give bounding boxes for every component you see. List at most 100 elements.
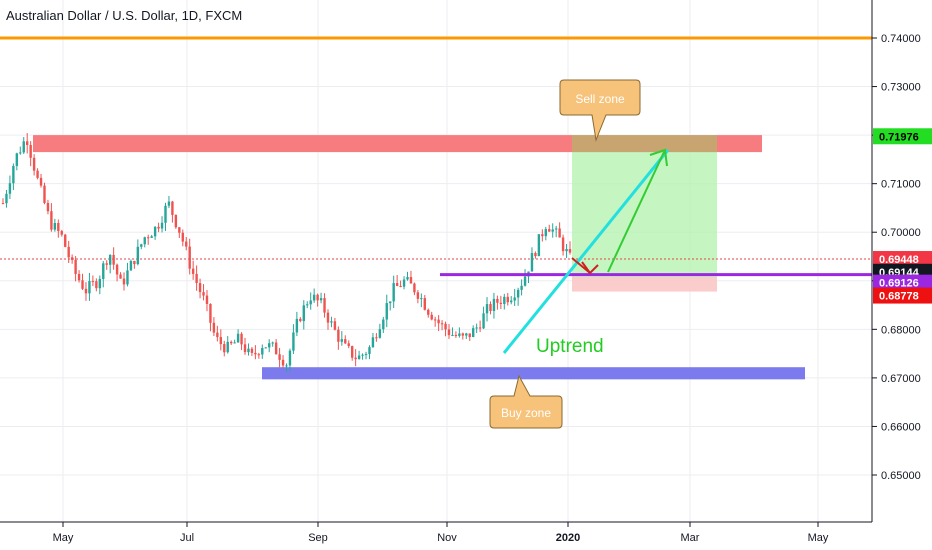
candle-body	[385, 303, 388, 320]
sell-zone-callout[interactable]: Sell zone	[559, 79, 641, 142]
candle-body	[471, 328, 475, 338]
candle-body	[19, 152, 22, 154]
candle-body	[482, 313, 485, 329]
candle-body	[257, 354, 261, 356]
candle-body	[74, 259, 77, 274]
candle-body	[136, 246, 140, 265]
candle-body	[57, 222, 60, 232]
candle-body	[181, 232, 184, 242]
candle-body	[523, 276, 527, 286]
price-label-box	[873, 274, 932, 291]
candle-body	[430, 314, 433, 320]
candle-body	[295, 318, 299, 333]
candle-body	[39, 177, 43, 186]
x-tick-label: May	[53, 532, 74, 544]
candle-body	[12, 165, 15, 184]
candle-body	[537, 234, 541, 257]
candle-body	[323, 298, 326, 313]
price-label-text: 0.71976	[879, 131, 919, 143]
candle-body	[534, 253, 537, 257]
candle-body	[32, 157, 36, 171]
projection-arrow-line	[607, 151, 665, 273]
candle-body	[409, 277, 413, 284]
candle-body	[309, 300, 312, 305]
candle-body	[60, 231, 63, 235]
candle-body	[174, 214, 178, 228]
candle-body	[565, 249, 568, 252]
candle-body	[212, 322, 216, 333]
candle-body	[444, 323, 447, 330]
candle-body	[261, 348, 264, 355]
candle-body	[312, 294, 316, 301]
candle-body	[489, 304, 492, 311]
trend-line	[502, 149, 670, 354]
candle-body	[209, 303, 212, 323]
candle-body	[178, 227, 181, 233]
time-axis[interactable]: May Jul Sep Nov 2020 Mar May	[53, 522, 829, 544]
y-tick-label: 0.65000	[881, 470, 921, 482]
candle-body	[150, 236, 153, 238]
zones-layer	[0, 36, 872, 380]
candle-body	[354, 357, 357, 360]
candle-body	[485, 304, 489, 314]
candle-body	[195, 273, 198, 284]
candle-body	[50, 211, 53, 230]
candle-body	[5, 193, 8, 204]
x-tick-label: Jul	[180, 532, 194, 544]
candle-body	[454, 334, 458, 336]
uptrend-label: Uptrend	[536, 336, 604, 357]
candle-body	[530, 253, 534, 272]
candle-body	[126, 270, 129, 285]
candle-body	[112, 254, 115, 265]
candle-body	[319, 298, 323, 301]
candle-body	[475, 327, 478, 329]
candle-body	[558, 228, 561, 238]
y-tick-label: 0.67000	[881, 373, 921, 385]
candle-body	[499, 302, 503, 304]
candle-body	[437, 319, 440, 324]
candle-body	[81, 280, 84, 289]
pullback-arrow-line	[571, 257, 591, 274]
candle-body	[302, 305, 305, 322]
buy-band	[262, 367, 805, 380]
candle-body	[1, 203, 5, 205]
y-tick-label: 0.74000	[881, 33, 921, 45]
candle-body	[492, 298, 496, 311]
candle-body	[95, 281, 98, 289]
candle-body	[46, 202, 50, 212]
candle-body	[84, 288, 88, 294]
candle-body	[285, 365, 288, 367]
candle-body	[427, 309, 430, 315]
candle-body	[254, 352, 257, 355]
candle-body	[191, 268, 195, 274]
candles-layer	[1, 133, 572, 372]
candle-body	[271, 342, 274, 344]
price-label-box	[873, 128, 932, 145]
buy-zone-callout[interactable]: Buy zone	[489, 374, 563, 429]
candle-body	[520, 285, 523, 290]
candle-body	[129, 261, 133, 271]
x-tick-label: May	[808, 532, 829, 544]
candle-body	[337, 329, 340, 342]
candle-body	[416, 292, 420, 299]
candle-body	[340, 339, 344, 342]
candle-body	[140, 244, 143, 247]
candle-body	[15, 153, 19, 166]
candle-body	[229, 341, 233, 344]
candle-body	[554, 228, 558, 230]
y-tick-label: 0.66000	[881, 421, 921, 433]
candle-body	[26, 141, 29, 145]
x-tick-label: 2020	[556, 532, 580, 544]
y-tick-label: 0.73000	[881, 82, 921, 94]
candle-body	[43, 185, 46, 203]
candle-body	[292, 332, 295, 351]
candle-body	[67, 246, 70, 258]
candle-body	[29, 144, 32, 158]
overlays-layer	[440, 148, 872, 354]
candle-body	[503, 296, 506, 304]
candle-body	[548, 229, 551, 232]
candle-body	[389, 301, 392, 304]
candle-body	[433, 319, 437, 321]
candle-body	[420, 298, 423, 300]
